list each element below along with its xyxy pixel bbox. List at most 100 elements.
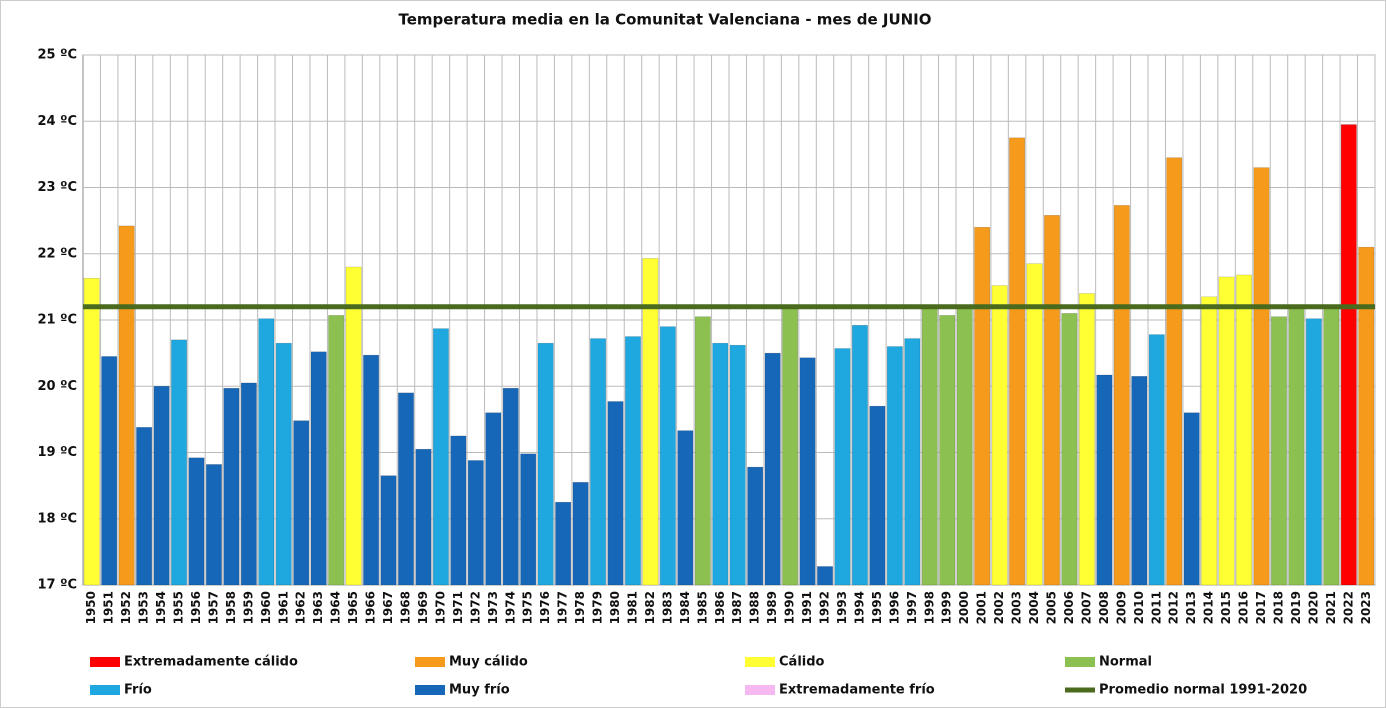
- legend-swatch: [415, 657, 445, 667]
- x-tick-label: 1980: [608, 591, 622, 624]
- bar: [1288, 306, 1305, 586]
- legend-swatch: [745, 685, 775, 695]
- bar: [852, 325, 868, 586]
- bar: [398, 392, 414, 586]
- x-tick-label: 2008: [1097, 591, 1111, 624]
- x-tick-label: 2009: [1114, 591, 1128, 624]
- x-tick-label: 1989: [765, 591, 779, 624]
- bar: [1061, 313, 1078, 586]
- x-tick-label: 1979: [591, 591, 605, 624]
- legend-label: Muy frío: [449, 683, 510, 698]
- x-tick-label: 1959: [241, 591, 255, 624]
- x-tick-label: 2006: [1062, 591, 1076, 624]
- bar: [642, 258, 659, 586]
- bar: [886, 346, 903, 586]
- x-tick-label: 1966: [364, 591, 378, 624]
- x-tick-label: 1950: [84, 591, 98, 624]
- x-tick-label: 2019: [1289, 591, 1303, 624]
- x-tick-label: 1971: [451, 591, 465, 624]
- bar: [1096, 374, 1113, 586]
- x-tick-label: 1965: [346, 591, 360, 624]
- x-tick-label: 1952: [119, 591, 133, 624]
- bar: [572, 482, 589, 586]
- x-tick-label: 2000: [957, 591, 971, 624]
- bar: [275, 342, 292, 586]
- bar: [799, 357, 816, 586]
- x-tick-label: 1968: [399, 591, 413, 624]
- bar: [1044, 215, 1060, 586]
- y-tick-label: 25 ºC: [38, 48, 78, 63]
- x-tick-label: 1977: [556, 591, 570, 624]
- y-tick-label: 18 ºC: [38, 511, 78, 526]
- bar: [206, 464, 222, 586]
- x-tick-label: 1990: [783, 591, 797, 624]
- bar: [1236, 274, 1252, 586]
- x-tick-label: 1953: [137, 591, 151, 624]
- x-tick-label: 1964: [329, 591, 343, 624]
- x-tick-label: 2013: [1184, 591, 1198, 624]
- x-tick-label: 2012: [1167, 591, 1181, 624]
- bar: [223, 387, 240, 586]
- bar: [817, 566, 833, 586]
- bar: [782, 306, 799, 586]
- bar: [1131, 376, 1148, 586]
- x-tick-label: 2017: [1254, 591, 1268, 624]
- x-tick-label: 1981: [625, 591, 639, 624]
- legend-label: Normal: [1099, 655, 1152, 670]
- bar: [485, 412, 502, 586]
- x-tick-label: 1978: [573, 591, 587, 624]
- bar: [659, 326, 676, 586]
- x-tick-label: 1960: [259, 591, 273, 624]
- x-tick-label: 2016: [1237, 591, 1251, 624]
- bar: [834, 348, 851, 586]
- bar: [1253, 167, 1270, 586]
- x-tick-label: 2002: [992, 591, 1006, 624]
- x-tick-label: 1987: [730, 591, 744, 624]
- bar: [101, 356, 118, 586]
- bar: [607, 401, 624, 586]
- x-tick-label: 1962: [294, 591, 308, 624]
- legend-swatch: [90, 685, 120, 695]
- x-tick-label: 1994: [852, 591, 866, 624]
- bar: [1340, 124, 1357, 586]
- bar: [293, 420, 310, 586]
- x-tick-label: 1974: [503, 591, 517, 624]
- bar: [974, 227, 991, 586]
- bar: [240, 382, 257, 586]
- x-tick-label: 1988: [748, 591, 762, 624]
- x-tick-label: 1969: [416, 591, 430, 624]
- x-tick-label: 1991: [800, 591, 814, 624]
- y-tick-label: 19 ºC: [38, 445, 78, 460]
- bar: [869, 405, 886, 586]
- x-tick-label: 1992: [818, 591, 832, 624]
- legend-swatch: [90, 657, 120, 667]
- x-tick-label: 1955: [172, 591, 186, 624]
- bar: [677, 430, 694, 586]
- x-tick-label: 1967: [381, 591, 395, 624]
- bar: [712, 342, 729, 586]
- bar: [432, 328, 449, 586]
- bar: [729, 344, 746, 586]
- x-tick-label: 1982: [643, 591, 657, 624]
- bar: [118, 225, 135, 586]
- bar: [1271, 316, 1287, 586]
- y-tick-label: 24 ºC: [38, 114, 78, 129]
- bar: [764, 352, 781, 586]
- bar: [1078, 293, 1095, 586]
- bar: [1358, 246, 1375, 586]
- bar: [956, 307, 973, 586]
- x-tick-label: 1975: [521, 591, 535, 624]
- x-tick-label: 1970: [433, 591, 447, 624]
- y-tick-label: 20 ºC: [38, 379, 78, 394]
- x-tick-label: 2007: [1079, 591, 1093, 624]
- bar: [1323, 306, 1340, 586]
- x-tick-label: 2023: [1359, 591, 1373, 624]
- bar: [1026, 263, 1043, 586]
- x-tick-label: 1997: [905, 591, 919, 624]
- bar: [380, 475, 397, 586]
- bar: [363, 354, 380, 586]
- x-tick-label: 1972: [468, 591, 482, 624]
- x-tick-label: 2004: [1027, 591, 1041, 624]
- x-tick-label: 1963: [311, 591, 325, 624]
